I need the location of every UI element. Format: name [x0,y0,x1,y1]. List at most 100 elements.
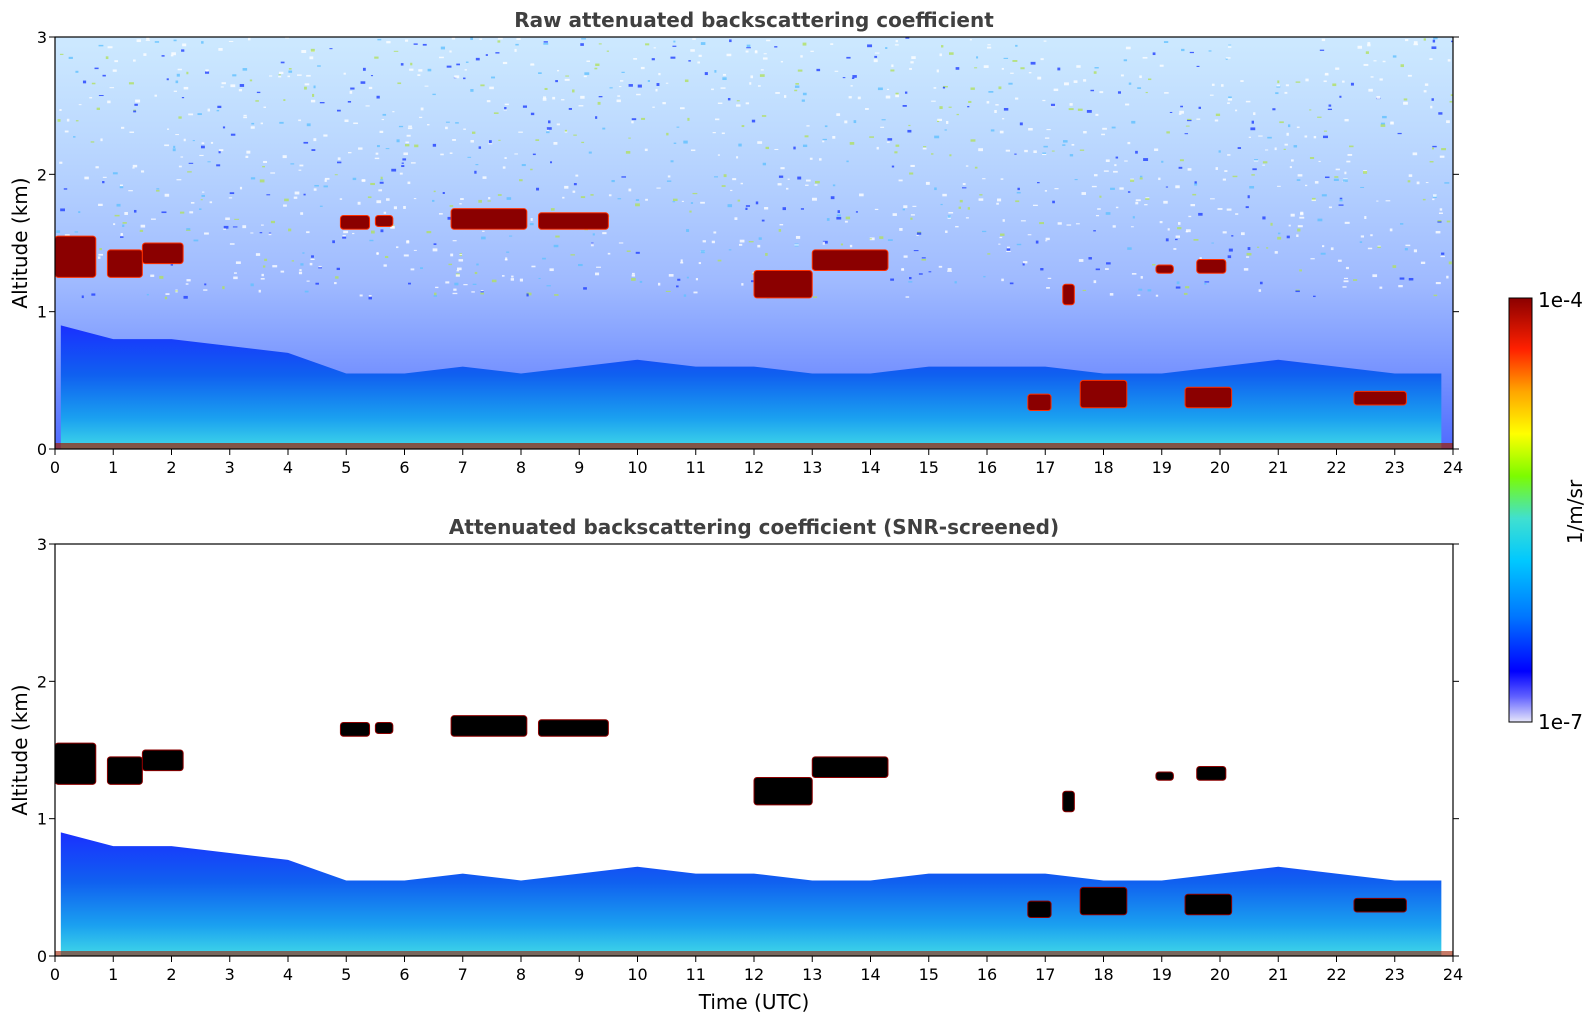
y-tick-label: 2 [37,165,47,184]
noise-speckle [1152,52,1156,56]
noise-speckle [819,158,822,161]
noise-speckle [1357,45,1363,49]
noise-speckle [1245,206,1249,209]
noise-speckle [251,122,255,125]
noise-speckle [746,47,751,49]
cloud-segment [537,719,609,737]
noise-speckle [598,43,602,45]
noise-speckle [1333,178,1339,181]
noise-speckle [891,64,894,68]
noise-speckle [999,236,1003,239]
x-tick-label: 21 [1268,965,1288,984]
noise-speckle [272,265,278,268]
y-axis-raw: 0 1 2 3 [37,28,1459,459]
noise-speckle [1152,263,1156,266]
noise-speckle [909,67,912,70]
noise-speckle [970,139,976,142]
x-tick-label: 22 [1326,458,1346,477]
noise-speckle [785,187,789,190]
noise-speckle [371,230,375,234]
noise-speckle [698,262,702,265]
noise-speckle [82,80,87,84]
noise-speckle [686,229,690,232]
x-axis-label-screened: Time (UTC) [698,990,810,1014]
noise-speckle [298,119,302,122]
noise-speckle [1438,212,1443,214]
noise-speckle [1425,182,1429,184]
noise-speckle [865,108,869,110]
noise-speckle [1334,176,1339,178]
noise-speckle [672,201,676,203]
noise-speckle [618,86,622,88]
noise-speckle [487,200,491,202]
noise-speckle [635,251,640,254]
noise-speckle [1002,118,1005,120]
noise-speckle [943,85,948,88]
noise-speckle [1069,103,1073,106]
noise-speckle [1324,72,1329,75]
noise-speckle [530,64,535,66]
noise-speckle [1176,281,1180,285]
noise-speckle [1040,268,1044,271]
noise-speckle [376,252,379,255]
x-tick-label: 4 [283,965,293,984]
noise-speckle [1441,148,1447,151]
noise-speckle [1208,50,1212,52]
noise-speckle [146,37,150,40]
x-tick-label: 22 [1326,965,1346,984]
noise-speckle [652,106,655,108]
noise-speckle [812,197,817,201]
noise-speckle [403,254,409,257]
noise-speckle [1440,255,1445,258]
noise-speckle [1296,126,1300,129]
noise-speckle [774,46,778,48]
noise-speckle [1196,118,1201,120]
noise-speckle [1439,155,1445,158]
noise-speckle [711,240,715,244]
noise-speckle [472,283,477,285]
y-tick-label: 0 [37,440,47,459]
noise-speckle [309,56,314,60]
noise-speckle [448,263,453,266]
noise-speckle [902,104,907,107]
noise-speckle [702,240,706,243]
noise-speckle [424,85,429,87]
noise-speckle [96,107,100,111]
noise-speckle [910,164,915,167]
noise-speckle [113,223,116,226]
noise-speckle [1215,167,1218,170]
noise-speckle [1199,257,1202,260]
noise-speckle [740,182,743,185]
x-tick-label: 8 [516,965,526,984]
noise-speckle [712,131,716,134]
noise-speckle [583,287,587,290]
noise-speckle [1140,276,1143,279]
noise-speckle [1115,206,1119,209]
noise-speckle [456,63,460,66]
noise-speckle [969,39,972,41]
noise-speckle [751,280,755,283]
noise-speckle [1090,89,1095,92]
surface-layer-raw [55,443,1453,449]
noise-speckle [948,106,952,108]
noise-speckle [625,151,631,154]
noise-speckle [471,291,475,293]
noise-speckle [263,160,268,163]
noise-speckle [233,276,238,280]
noise-speckle [1154,148,1159,152]
noise-speckle [396,139,400,143]
noise-speckle [230,133,236,136]
noise-speckle [562,196,565,199]
noise-speckle [745,50,749,53]
noise-speckle [107,46,113,49]
noise-speckle [311,149,316,151]
noise-speckle [309,262,313,266]
noise-speckle [895,40,898,43]
boundary-layer-raw [60,325,1442,449]
noise-speckle [903,205,908,209]
noise-speckle [1228,248,1233,252]
noise-speckle [658,72,661,76]
noise-speckle [1276,84,1281,87]
x-tick-label: 23 [1385,458,1405,477]
noise-speckle [452,240,457,242]
